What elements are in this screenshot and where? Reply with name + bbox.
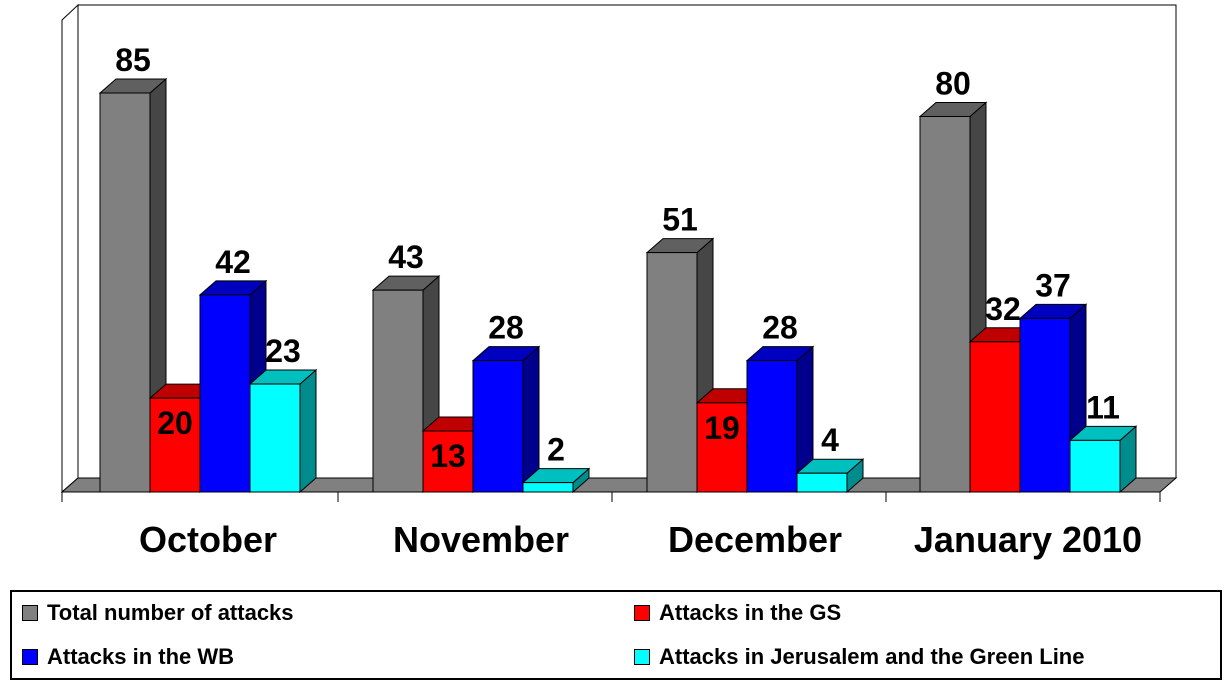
bar-wb-2 (745, 345, 815, 494)
bar-front-face (522, 482, 574, 493)
bar-jerusalem-2 (795, 458, 865, 494)
value-label-total-3: 80 (935, 65, 971, 101)
legend-swatch-wb (22, 649, 38, 665)
value-label-wb-0: 42 (215, 244, 251, 280)
bar-side-face (299, 368, 317, 494)
bar-front-face (1019, 317, 1071, 493)
legend-label-gs: Attacks in the GS (659, 600, 842, 625)
value-label-jerusalem-1: 2 (547, 432, 565, 468)
legend-swatch-jerusalem (634, 649, 650, 665)
bar-front-face (422, 430, 474, 493)
bar-front-face (746, 360, 798, 493)
bar-jerusalem-1 (521, 467, 591, 494)
legend-item-jerusalem: Attacks in Jerusalem and the Green Line (634, 644, 1084, 670)
value-labels: 85 20 42 23 43 13 28 2 51 19 28 4 80 32 37 11 (115, 42, 1120, 474)
category-labels: October November December January 2010 (139, 519, 1142, 560)
legend-item-gs: Attacks in the GS (634, 600, 841, 626)
value-label-gs-2: 19 (704, 410, 740, 446)
legend-swatch-total (22, 605, 38, 621)
bar-front-face (149, 397, 201, 493)
category-label-1: November (393, 519, 569, 560)
legend: Total number of attacks Attacks in the G… (10, 590, 1222, 680)
legend-swatch-gs (634, 605, 650, 621)
bar-wb-0 (198, 279, 268, 494)
category-label-0: October (139, 519, 277, 560)
bar-front-face (249, 383, 301, 493)
value-label-wb-1: 28 (488, 310, 524, 346)
bar-front-face (199, 294, 251, 493)
bar-front-face (646, 252, 698, 493)
value-label-gs-0: 20 (157, 405, 193, 441)
legend-label-total: Total number of attacks (47, 600, 294, 625)
legend-label-wb: Attacks in the WB (47, 644, 235, 669)
category-label-3: January 2010 (914, 519, 1142, 560)
bar-total-1 (371, 275, 441, 494)
bar-front-face (696, 402, 748, 493)
bar-front-face (919, 115, 971, 493)
value-label-total-1: 43 (388, 239, 424, 275)
bar-front-face (796, 472, 848, 493)
legend-item-wb: Attacks in the WB (22, 644, 234, 670)
legend-item-total: Total number of attacks (22, 600, 294, 626)
bar-front-face (472, 360, 524, 493)
value-label-gs-1: 13 (430, 438, 466, 474)
side-wall (61, 3, 79, 494)
category-label-2: December (668, 519, 842, 560)
bar-front-face (99, 92, 151, 493)
value-label-jerusalem-2: 4 (821, 422, 839, 458)
value-label-gs-3: 32 (985, 291, 1021, 327)
bar-jerusalem-3 (1068, 425, 1138, 494)
legend-label-jerusalem: Attacks in Jerusalem and the Green Line (659, 644, 1085, 669)
bar-front-face (372, 289, 424, 493)
bar-wb-1 (471, 345, 541, 494)
value-label-wb-3: 37 (1035, 267, 1071, 303)
chart-bars (98, 77, 1138, 494)
value-label-total-0: 85 (115, 42, 151, 78)
chart: 85 20 42 23 43 13 28 2 51 19 28 4 80 32 37 11 October No… (60, 3, 1178, 560)
bar-jerusalem-0 (248, 368, 318, 494)
bar-front-face (969, 341, 1021, 493)
value-label-jerusalem-3: 11 (1086, 389, 1120, 425)
value-label-total-2: 51 (662, 202, 698, 238)
value-label-wb-2: 28 (762, 310, 798, 346)
bar-front-face (1069, 439, 1121, 493)
value-label-jerusalem-0: 23 (265, 333, 301, 369)
